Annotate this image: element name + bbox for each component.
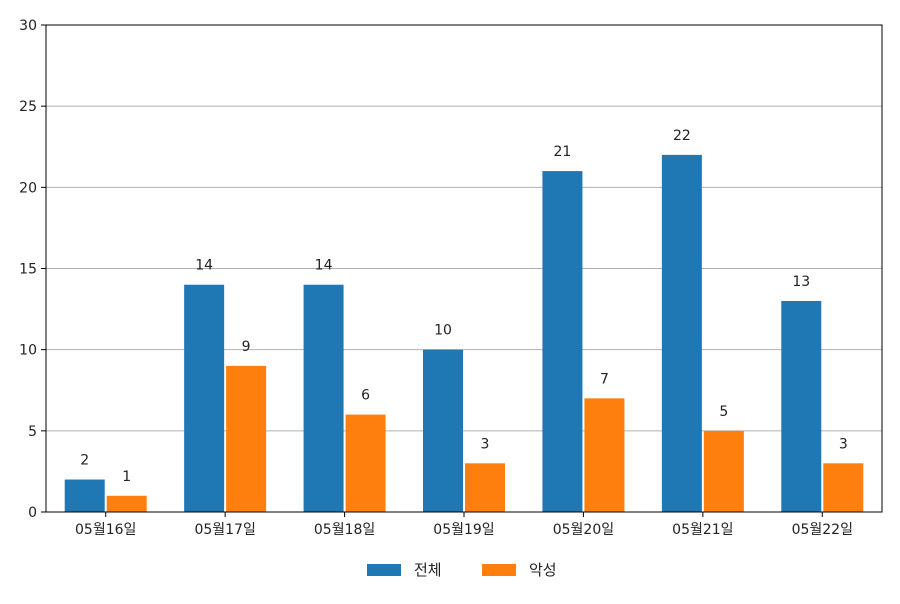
data-label: 3 (481, 436, 490, 452)
data-label: 10 (434, 323, 452, 339)
y-tick-label: 25 (19, 99, 37, 115)
data-label: 14 (315, 258, 333, 274)
grid-lines (46, 105, 882, 432)
y-tick-label: 10 (19, 343, 37, 359)
data-label: 14 (195, 258, 213, 274)
x-tick-label: 05월19일 (433, 522, 494, 538)
bar-전체-05월18일 (303, 284, 344, 512)
data-label: 5 (719, 404, 728, 420)
legend-label: 악성 (529, 561, 557, 579)
bar-악성-05월16일 (106, 495, 147, 512)
legend-swatch-전체 (367, 564, 401, 576)
bar-전체-05월19일 (423, 349, 463, 512)
data-label: 3 (839, 436, 848, 452)
legend: 전체 악성 (367, 561, 557, 579)
x-tick-label: 05월20일 (553, 522, 614, 538)
bar-전체-05월17일 (184, 284, 225, 512)
data-label: 22 (673, 128, 691, 144)
legend-label: 전체 (414, 561, 442, 579)
data-label: 7 (600, 371, 609, 387)
data-label: 21 (554, 144, 572, 160)
x-tick-label: 05월17일 (194, 522, 255, 538)
y-tick-label: 5 (28, 424, 37, 440)
bar-악성-05월18일 (345, 414, 386, 512)
x-tick-label: 05월21일 (672, 522, 733, 538)
data-label: 1 (122, 469, 131, 485)
data-label: 13 (792, 274, 810, 290)
data-label: 2 (80, 453, 89, 469)
x-tick-label: 05월16일 (75, 522, 136, 538)
data-label: 9 (242, 339, 251, 355)
y-tick-label: 20 (19, 180, 37, 196)
data-label: 6 (361, 388, 370, 404)
bar-전체-05월21일 (661, 154, 702, 512)
bar-악성-05월17일 (226, 365, 267, 512)
bar-악성-05월19일 (465, 463, 505, 512)
bar-전체-05월20일 (542, 171, 583, 512)
bar-전체-05월22일 (781, 300, 822, 512)
y-tick-label: 0 (28, 505, 37, 521)
plot-frame (45, 24, 883, 513)
bar-악성-05월20일 (584, 398, 625, 512)
y-tick-label: 15 (19, 262, 37, 278)
bar-전체-05월16일 (64, 479, 105, 512)
bar-악성-05월21일 (703, 430, 744, 512)
x-tick-label: 05월18일 (314, 522, 375, 538)
x-tick-label: 05월22일 (792, 522, 853, 538)
legend-swatch-악성 (482, 564, 516, 576)
y-tick-label: 30 (19, 18, 37, 34)
bar-악성-05월22일 (823, 463, 864, 512)
bars (64, 154, 864, 512)
